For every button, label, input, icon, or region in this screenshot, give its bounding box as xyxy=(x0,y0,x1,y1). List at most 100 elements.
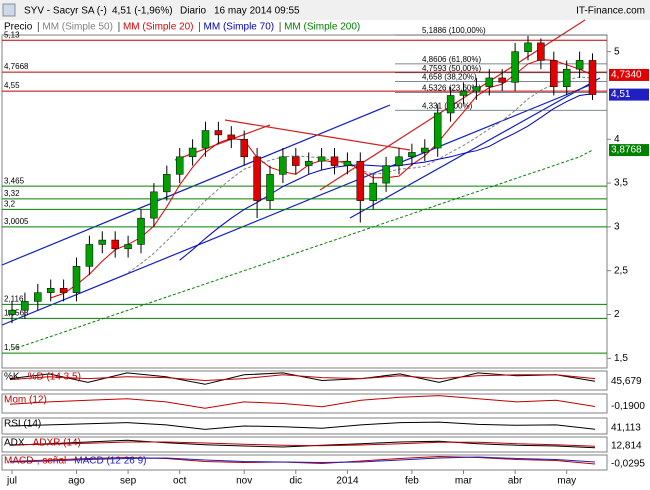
indicator-value: 12,814 xyxy=(611,441,642,452)
y-tick-label: 2,5 xyxy=(614,265,628,276)
legend-entry: MM (Simple 50) xyxy=(42,22,113,33)
candle-body xyxy=(98,239,107,245)
x-tick-label: jul xyxy=(6,476,17,487)
candle-body xyxy=(446,95,455,114)
candle-body xyxy=(330,156,339,166)
indicator-name: %D (14 3 5) xyxy=(28,372,81,383)
fib-label: 4,7593 (50,00%) xyxy=(422,64,481,73)
value-box-label: 4,51 xyxy=(611,89,631,100)
x-tick-label: may xyxy=(557,476,576,487)
candle-body xyxy=(59,288,68,293)
indicator-panel xyxy=(1,417,608,435)
level-label: 3,465 xyxy=(4,176,25,185)
level-label: 3,0005 xyxy=(4,217,29,226)
candle-body xyxy=(266,174,274,201)
candle-body xyxy=(562,68,571,87)
level-label: 1,56 xyxy=(4,343,20,352)
value-box xyxy=(609,144,649,157)
value-box-label: 4,7340 xyxy=(611,70,642,81)
indicator-name: ADXR (14) xyxy=(33,438,81,449)
indicator-name: MACD-, señal xyxy=(4,456,66,467)
candle-body xyxy=(8,309,16,315)
indicator-value: 45,679 xyxy=(611,376,642,387)
indicator-name: %K xyxy=(4,372,20,383)
indicator-name: RSI (14) xyxy=(4,419,41,430)
candle-body xyxy=(395,156,403,166)
period: Diario xyxy=(180,6,207,17)
indicator-name: Mom (12) xyxy=(4,395,47,406)
candle-body xyxy=(34,292,42,302)
x-tick-label: oct xyxy=(173,476,187,487)
legend-entry: MM (Simple 70) xyxy=(204,22,275,33)
candle-body xyxy=(485,77,494,87)
indicator-line xyxy=(9,421,596,430)
level-label: 5,13 xyxy=(4,30,20,39)
candle-body xyxy=(537,42,545,61)
brand: IT-Finance.com xyxy=(576,6,645,17)
candle-body xyxy=(369,182,377,201)
indicator-value: 41,113 xyxy=(611,423,641,434)
indicator-value: -0,1900 xyxy=(611,401,645,412)
candle-body xyxy=(304,160,313,166)
indicator-name: ADX xyxy=(4,438,25,449)
candle-body xyxy=(588,60,597,95)
candle-body xyxy=(201,130,210,149)
candle-body xyxy=(292,156,300,166)
level-label: 4,7668 xyxy=(4,62,29,71)
candle-body xyxy=(421,147,429,153)
candle-body xyxy=(111,239,119,250)
title-bar xyxy=(0,0,650,20)
x-tick-label: abr xyxy=(508,476,523,487)
indicator-panel xyxy=(1,370,608,391)
candle-body xyxy=(408,152,416,158)
x-tick-label: sep xyxy=(120,476,137,487)
candle-body xyxy=(343,160,352,166)
indicator-name: MACD (12 26 9) xyxy=(74,456,146,467)
y-tick-label: 4 xyxy=(614,134,620,145)
candle-body xyxy=(511,51,519,83)
x-tick-label: 2014 xyxy=(336,476,359,487)
candle-body xyxy=(21,301,29,311)
candle-body xyxy=(214,130,223,136)
fib-label: 4,8606 (61,80%) xyxy=(422,55,481,64)
indicator-line xyxy=(9,456,596,464)
symbol-title: SYV - Sacyr SA (-) xyxy=(24,6,107,17)
x-tick-label: mar xyxy=(455,476,473,487)
y-tick-label: 5 xyxy=(614,46,620,57)
candle-body xyxy=(253,156,261,201)
level-label: 4,55 xyxy=(4,81,20,90)
level-label: 1,9563 xyxy=(4,308,29,317)
candle-body xyxy=(72,266,81,293)
fib-label: 4,658 (38,20%) xyxy=(422,73,477,82)
x-tick-label: nov xyxy=(236,476,252,487)
moving-average xyxy=(11,149,593,351)
price-change: 4,51 (-1,96%) xyxy=(112,6,173,17)
level-label: 2,116 xyxy=(4,294,24,303)
legend-entry: MM (Simple 200) xyxy=(284,22,360,33)
y-tick-label: 1,5 xyxy=(614,353,628,364)
candle-body xyxy=(150,191,158,219)
indicator-panel xyxy=(1,454,608,471)
value-box xyxy=(609,88,649,101)
candle-body xyxy=(550,60,558,87)
candle-body xyxy=(85,244,94,267)
candle-body xyxy=(175,156,184,175)
candle-body xyxy=(188,147,197,158)
y-tick-label: 3,5 xyxy=(614,178,628,189)
y-tick-label: 2 xyxy=(614,309,620,320)
candle-body xyxy=(524,42,532,52)
candle-body xyxy=(498,77,506,83)
candle-body xyxy=(279,156,287,175)
indicator-line xyxy=(9,441,596,447)
indicator-panel xyxy=(1,436,608,453)
candle-body xyxy=(163,174,171,193)
indicator-line xyxy=(9,395,596,409)
legend-entry: MM (Simple 20) xyxy=(123,22,194,33)
candle-body xyxy=(227,134,236,140)
candle-body xyxy=(46,288,55,293)
candle-body xyxy=(124,244,132,250)
candle-body xyxy=(137,217,145,245)
menu-icon[interactable] xyxy=(2,3,16,17)
fib-label: 4,5326 (23,60%) xyxy=(422,84,481,93)
